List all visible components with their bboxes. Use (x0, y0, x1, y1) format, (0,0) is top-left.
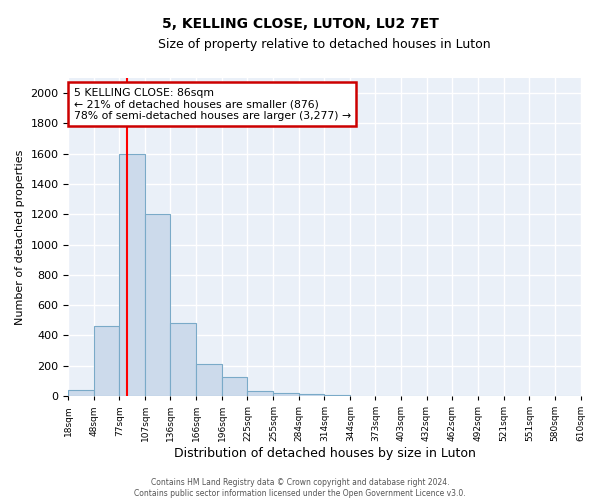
Y-axis label: Number of detached properties: Number of detached properties (15, 150, 25, 324)
Bar (274, 393, 299, 396)
Bar (223, 377, 247, 396)
Bar (170, 324, 196, 396)
Text: 5 KELLING CLOSE: 86sqm
← 21% of detached houses are smaller (876)
78% of semi-de: 5 KELLING CLOSE: 86sqm ← 21% of detached… (74, 88, 350, 121)
Bar (247, 390, 274, 396)
Bar (325, 394, 350, 396)
Bar (119, 154, 145, 396)
Text: 5, KELLING CLOSE, LUTON, LU2 7ET: 5, KELLING CLOSE, LUTON, LU2 7ET (161, 18, 439, 32)
Bar (196, 364, 223, 396)
Title: Size of property relative to detached houses in Luton: Size of property relative to detached ho… (158, 38, 491, 51)
X-axis label: Distribution of detached houses by size in Luton: Distribution of detached houses by size … (173, 447, 475, 460)
Bar (68, 390, 94, 396)
Text: Contains HM Land Registry data © Crown copyright and database right 2024.
Contai: Contains HM Land Registry data © Crown c… (134, 478, 466, 498)
Bar (94, 326, 119, 396)
Bar (145, 214, 170, 396)
Bar (299, 394, 325, 396)
